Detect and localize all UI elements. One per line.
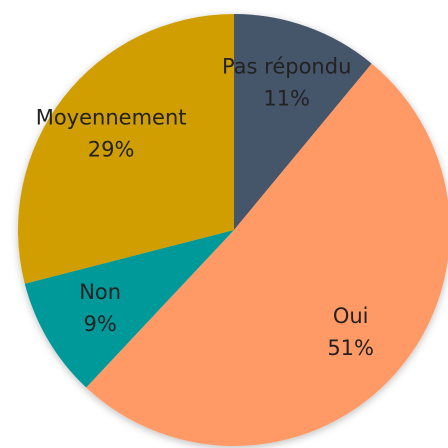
slice-value-label: 29% [88, 138, 135, 162]
slice-value-label: 9% [83, 312, 116, 336]
slice-value-label: 11% [263, 87, 310, 111]
pie [17, 14, 448, 446]
pie-slice [86, 63, 448, 446]
slice-label: Oui [333, 304, 369, 328]
pie-slice [24, 230, 234, 388]
pie-slice [17, 14, 234, 284]
pie-slice [234, 14, 372, 230]
slice-value-label: 51% [327, 336, 374, 360]
slice-label: Non [79, 280, 121, 304]
slice-label: Pas répondu [222, 55, 351, 79]
slice-label: Moyennement [36, 106, 187, 130]
labels: Pas répondu 11% Oui 51% Non 9% Moyennement 29% [36, 55, 374, 360]
